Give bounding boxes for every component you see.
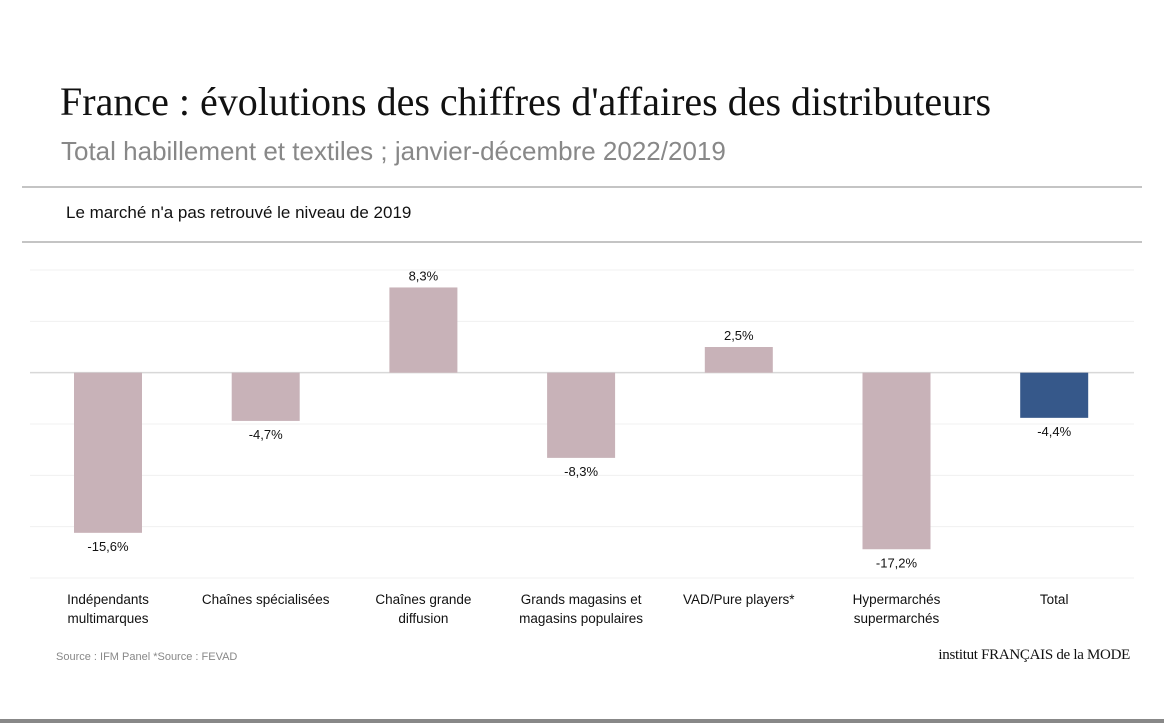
- bar: [862, 372, 931, 550]
- data-label: -4,7%: [249, 427, 283, 442]
- bar: [389, 287, 458, 373]
- category-label: Chaînes grande: [375, 592, 471, 607]
- chart-title: France : évolutions des chiffres d'affai…: [60, 79, 992, 124]
- data-label: 2,5%: [724, 328, 754, 343]
- data-label: -8,3%: [564, 464, 598, 479]
- category-label: Total: [1040, 592, 1069, 607]
- bottom-border: [0, 719, 1164, 723]
- chart-subtitle: Total habillement et textiles ; janvier-…: [61, 136, 726, 166]
- category-label: Hypermarchés: [853, 592, 941, 607]
- bar: [1020, 372, 1089, 418]
- data-label: 8,3%: [409, 268, 439, 283]
- source-note: Source : IFM Panel *Source : FEVAD: [56, 651, 238, 663]
- chart-note: Le marché n'a pas retrouvé le niveau de …: [66, 203, 412, 222]
- data-label: -15,6%: [87, 539, 129, 554]
- category-label: supermarchés: [854, 611, 940, 626]
- divider: [22, 186, 1142, 188]
- category-label: Chaînes spécialisées: [202, 592, 330, 607]
- bar: [704, 347, 773, 373]
- logo: institut FRANÇAIS de la MODE: [938, 647, 1130, 663]
- data-label: -4,4%: [1037, 424, 1071, 439]
- category-label: diffusion: [398, 611, 448, 626]
- category-label: Grands magasins et: [521, 592, 642, 607]
- data-label: -17,2%: [876, 555, 918, 570]
- bar: [231, 372, 300, 421]
- category-label: Indépendants: [67, 592, 149, 607]
- divider: [22, 241, 1142, 243]
- category-label: VAD/Pure players*: [683, 592, 795, 607]
- bar: [547, 372, 616, 458]
- bar: [74, 372, 142, 533]
- category-label: multimarques: [67, 611, 148, 626]
- category-label: magasins populaires: [519, 611, 643, 626]
